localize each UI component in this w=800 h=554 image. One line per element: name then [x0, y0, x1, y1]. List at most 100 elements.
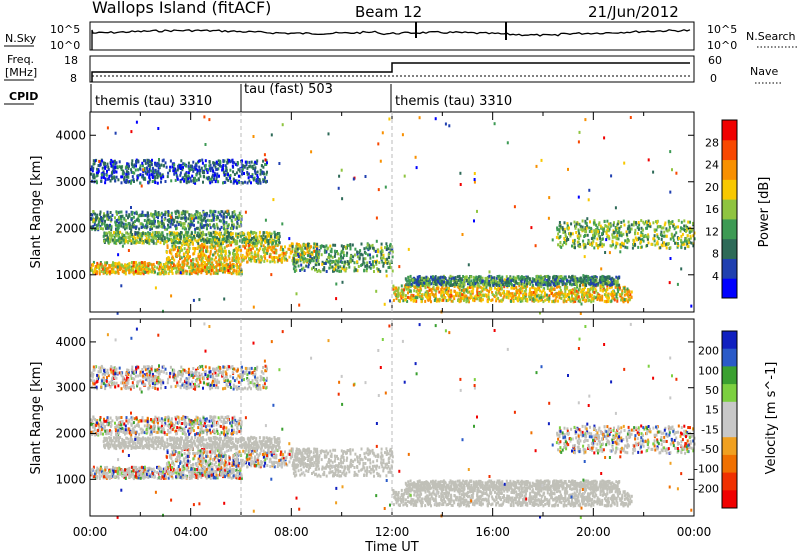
power-cell: [176, 209, 179, 213]
power-cell: [253, 244, 256, 248]
power-cell: [479, 296, 481, 300]
power-cell: [214, 210, 217, 214]
power-cell: [235, 171, 238, 175]
power-cell: [366, 243, 369, 247]
power-cell: [112, 162, 115, 166]
power-cell: [502, 296, 505, 300]
power-cell: [312, 266, 315, 269]
power-cell: [175, 232, 178, 236]
power-cell: [150, 263, 153, 267]
power-cell: [250, 259, 253, 263]
power-cell: [108, 174, 111, 178]
power-cell: [154, 231, 157, 234]
power-cell: [187, 177, 190, 181]
power-cell: [472, 279, 475, 283]
power-cell: [616, 299, 619, 303]
power-cell: [200, 226, 203, 230]
power-cell: [386, 245, 389, 248]
power-cell: [197, 177, 200, 181]
power-cell: [553, 287, 556, 291]
power-cell: [528, 290, 531, 293]
power-cell: [189, 255, 191, 259]
power-cell: [188, 239, 191, 243]
power-cell: [157, 216, 159, 220]
power-cell: [542, 295, 545, 299]
power-cell: [440, 288, 443, 291]
power-cell: [134, 168, 137, 172]
power-cell: [236, 216, 239, 220]
power-cell: [140, 225, 143, 229]
power-cell: [643, 222, 646, 226]
power-cell: [124, 235, 127, 239]
power-cell: [215, 160, 218, 164]
power-cell: [292, 267, 295, 271]
power-cell: [139, 164, 142, 168]
power-cell: [354, 247, 357, 251]
power-cell: [446, 281, 449, 285]
power-cell: [515, 290, 518, 294]
power-cell: [493, 295, 496, 299]
power-cell: [556, 285, 558, 289]
power-cell: [200, 218, 203, 222]
power-cell: [251, 231, 254, 235]
power-cell: [477, 291, 480, 295]
power-cell: [348, 244, 350, 248]
power-cell: [482, 287, 485, 291]
power-cell: [523, 281, 526, 284]
power-cell: [151, 222, 154, 226]
power-cell: [506, 280, 509, 284]
power-cell: [563, 287, 566, 291]
power-cell: [517, 282, 520, 286]
power-cell: [446, 286, 449, 290]
power-cell: [447, 293, 450, 297]
power-cell: [299, 246, 302, 250]
power-cell: [120, 175, 123, 179]
power-cell: [586, 233, 589, 237]
power-cell: [195, 240, 198, 244]
power-cell: [90, 213, 93, 216]
power-cell: [526, 299, 529, 303]
power-cell: [488, 274, 491, 278]
power-cell: [152, 240, 155, 244]
power-cell: [263, 172, 265, 176]
power-cell: [347, 262, 350, 266]
power-cell: [228, 158, 231, 162]
power-cell: [220, 214, 223, 218]
power-cell: [493, 281, 496, 285]
power-cell: [104, 233, 107, 237]
power-cell: [307, 258, 310, 262]
power-cell: [598, 298, 601, 302]
power-cell: [175, 235, 178, 239]
power-cell: [201, 253, 204, 257]
power-cell: [114, 166, 117, 170]
power-cell: [230, 243, 233, 247]
power-cell: [596, 283, 599, 287]
power-cell: [594, 275, 597, 279]
power-cell: [171, 271, 174, 275]
power-cell: [254, 171, 257, 174]
power-cell: [221, 238, 224, 242]
power-cell: [166, 227, 169, 231]
power-cell: [453, 297, 456, 301]
power-cell: [160, 233, 163, 236]
power-cell: [380, 242, 383, 246]
power-cell: [542, 276, 545, 280]
power-cell: [230, 159, 233, 163]
power-cell: [158, 164, 161, 167]
power-cell: [540, 281, 543, 285]
power-cell: [266, 246, 269, 250]
power-cell: [423, 284, 426, 288]
power-cell: [301, 255, 303, 259]
power-cell: [171, 268, 173, 272]
power-cell: [576, 280, 579, 283]
power-cell: [204, 166, 207, 170]
power-cell: [578, 287, 581, 291]
power-cell: [215, 218, 218, 221]
power-cell: [224, 228, 227, 232]
power-cell: [200, 234, 203, 238]
power-cell: [140, 268, 142, 272]
power-cell: [557, 299, 559, 303]
power-cell: [191, 236, 194, 240]
power-cell: [340, 254, 342, 258]
power-cell: [213, 238, 216, 242]
